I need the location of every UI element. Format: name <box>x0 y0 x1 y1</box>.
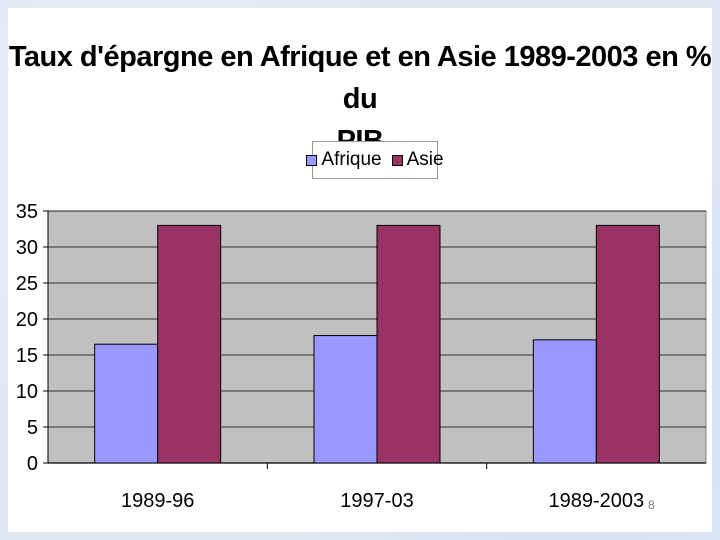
x-tick-label-1: 1997-03 <box>340 490 413 512</box>
y-tick-label-5: 5 <box>27 417 38 439</box>
legend-swatch-afrique <box>306 154 318 166</box>
legend-label-asie: Asie <box>406 149 444 170</box>
bar-afrique-2 <box>532 339 597 464</box>
y-tick-label-20: 20 <box>16 309 38 331</box>
legend-item-asie: Asie <box>391 149 444 171</box>
page-number: 8 <box>648 498 655 512</box>
bar-afrique-1 <box>313 335 378 464</box>
legend-item-afrique: Afrique <box>306 149 382 171</box>
bar-afrique-0 <box>94 343 159 464</box>
bar-asie-2 <box>595 224 660 464</box>
y-tick-label-0: 0 <box>27 453 38 475</box>
y-tick-label-15: 15 <box>16 345 38 367</box>
y-tick-label-10: 10 <box>16 381 38 403</box>
chart-legend: Afrique Asie <box>306 141 444 179</box>
legend-label-afrique: Afrique <box>321 149 382 170</box>
x-tick-label-0: 1989-96 <box>121 490 194 512</box>
chart-title-line-1: Taux d'épargne en Afrique et en Asie 198… <box>8 41 712 115</box>
y-tick-label-30: 30 <box>16 237 38 259</box>
x-tick-label-2: 1989-2003 <box>549 490 645 512</box>
y-tick-label-25: 25 <box>16 273 38 295</box>
bar-asie-1 <box>376 224 441 464</box>
bar-asie-0 <box>157 224 222 464</box>
legend-swatch-asie <box>391 154 403 166</box>
y-tick-label-35: 35 <box>16 201 38 223</box>
